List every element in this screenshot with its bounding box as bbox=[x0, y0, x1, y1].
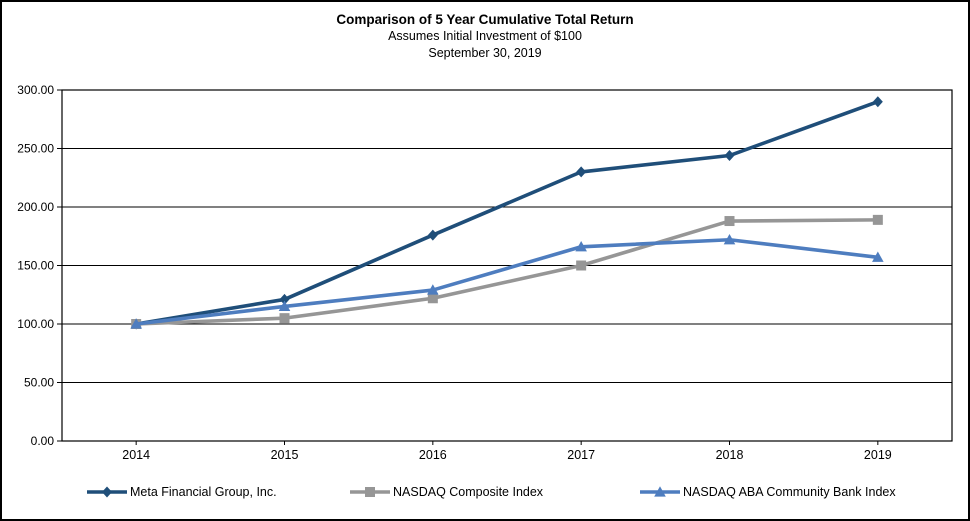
data-point-nasdaq-composite-index-2018 bbox=[724, 216, 735, 227]
data-point-nasdaq-composite-index-2015 bbox=[279, 313, 290, 324]
chart-title-block: Comparison of 5 Year Cumulative Total Re… bbox=[2, 11, 968, 62]
y-tick-label: 100.00 bbox=[17, 317, 54, 331]
data-point-nasdaq-composite-index-2019 bbox=[872, 214, 883, 225]
y-tick-label: 250.00 bbox=[17, 142, 54, 156]
y-tick-label: 150.00 bbox=[17, 259, 54, 273]
x-tick-label: 2015 bbox=[271, 448, 299, 462]
legend-label-nasdaq-aba-community-bank-index: NASDAQ ABA Community Bank Index bbox=[683, 485, 896, 499]
data-point-meta-financial-group-inc-2019 bbox=[872, 96, 883, 108]
x-tick-label: 2019 bbox=[864, 448, 892, 462]
data-point-nasdaq-composite-index-2016 bbox=[427, 293, 438, 304]
chart-subtitle: Assumes Initial Investment of $100 bbox=[388, 29, 582, 43]
data-point-meta-financial-group-inc-2018 bbox=[724, 150, 735, 162]
data-point-meta-financial-group-inc-2016 bbox=[427, 229, 438, 241]
series-meta-financial-group-inc bbox=[131, 96, 883, 330]
data-point-nasdaq-aba-community-bank-index-2019 bbox=[872, 251, 884, 262]
y-tick-label: 200.00 bbox=[17, 200, 54, 214]
series-line-nasdaq-aba-community-bank-index bbox=[135, 237, 879, 326]
legend-marker bbox=[365, 487, 375, 497]
data-point-nasdaq-aba-community-bank-index-2018 bbox=[723, 233, 736, 245]
data-point-nasdaq-aba-community-bank-index-2016 bbox=[427, 284, 439, 295]
triangle-marker-swatch-icon bbox=[640, 486, 680, 497]
data-point-meta-financial-group-inc-2017 bbox=[576, 166, 587, 178]
legend-label-nasdaq-composite-index: NASDAQ Composite Index bbox=[393, 485, 544, 499]
gridlines bbox=[62, 148, 952, 383]
data-point-nasdaq-composite-index-2017 bbox=[576, 260, 587, 271]
legend-item-nasdaq-composite-index: NASDAQ Composite Index bbox=[350, 475, 543, 509]
series-nasdaq-aba-community-bank-index bbox=[130, 233, 884, 329]
data-point-meta-financial-group-inc-2015 bbox=[279, 293, 290, 305]
chart-date-label: September 30, 2019 bbox=[428, 46, 542, 60]
y-tick-label: 0.00 bbox=[31, 434, 55, 448]
y-axis: 0.00 50.00 100.00 150.00 200.00 250.00 300.00 bbox=[17, 83, 62, 448]
square-marker-swatch-icon bbox=[350, 487, 390, 497]
chart-legend: Meta Financial Group, Inc. NASDAQ Composi… bbox=[2, 475, 968, 509]
data-point-nasdaq-aba-community-bank-index-2015 bbox=[278, 300, 291, 312]
data-point-nasdaq-aba-community-bank-index-2017 bbox=[575, 240, 587, 252]
legend-item-nasdaq-aba-community-bank-index: NASDAQ ABA Community Bank Index bbox=[640, 475, 896, 509]
series-line-nasdaq-composite-index bbox=[136, 218, 878, 326]
data-point-nasdaq-aba-community-bank-index-2014 bbox=[130, 318, 142, 329]
series-line-meta-financial-group-inc bbox=[135, 100, 879, 326]
x-tick-label: 2017 bbox=[567, 448, 595, 462]
y-tick-label: 50.00 bbox=[24, 376, 54, 390]
line-chart-plot: 0.00 50.00 100.00 150.00 200.00 250.00 300.00 2… bbox=[17, 83, 953, 462]
legend-item-meta-financial-group-inc: Meta Financial Group, Inc. bbox=[87, 475, 277, 509]
x-tick-label: 2014 bbox=[122, 448, 150, 462]
y-tick-label: 300.00 bbox=[17, 83, 54, 97]
x-axis: 2014 2015 2016 2017 2018 2019 bbox=[122, 441, 892, 462]
legend-marker bbox=[654, 486, 666, 497]
legend-label-meta-financial-group-inc: Meta Financial Group, Inc. bbox=[130, 485, 277, 499]
diamond-marker-swatch-icon bbox=[87, 486, 127, 498]
x-tick-label: 2016 bbox=[419, 448, 447, 462]
legend-marker bbox=[102, 486, 112, 498]
chart-title: Comparison of 5 Year Cumulative Total Re… bbox=[336, 12, 634, 27]
x-tick-label: 2018 bbox=[716, 448, 744, 462]
